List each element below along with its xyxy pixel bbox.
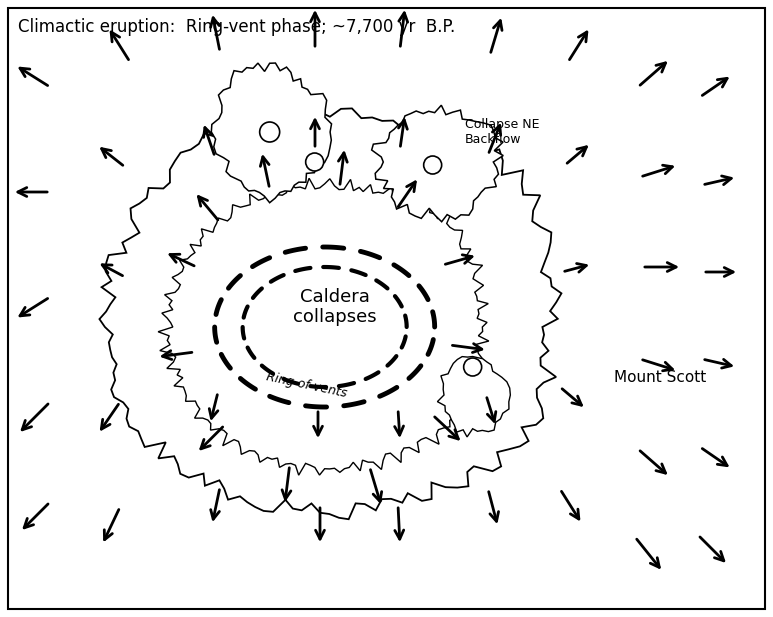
Polygon shape [372,106,503,222]
Polygon shape [100,109,561,520]
Text: Mount Scott: Mount Scott [614,370,706,384]
Circle shape [424,156,441,174]
Text: Caldera
collapses: Caldera collapses [293,288,376,326]
Polygon shape [158,178,489,475]
Text: Climactic eruption:  Ring-vent phase; ~7,700 yr  B.P.: Climactic eruption: Ring-vent phase; ~7,… [18,18,455,36]
Polygon shape [211,63,332,203]
Circle shape [464,358,482,376]
Circle shape [260,122,280,142]
Text: Ring of vents: Ring of vents [265,370,349,400]
Text: Collapse NE
Backflow: Collapse NE Backflow [465,118,539,146]
Polygon shape [438,357,510,437]
Circle shape [305,153,324,171]
